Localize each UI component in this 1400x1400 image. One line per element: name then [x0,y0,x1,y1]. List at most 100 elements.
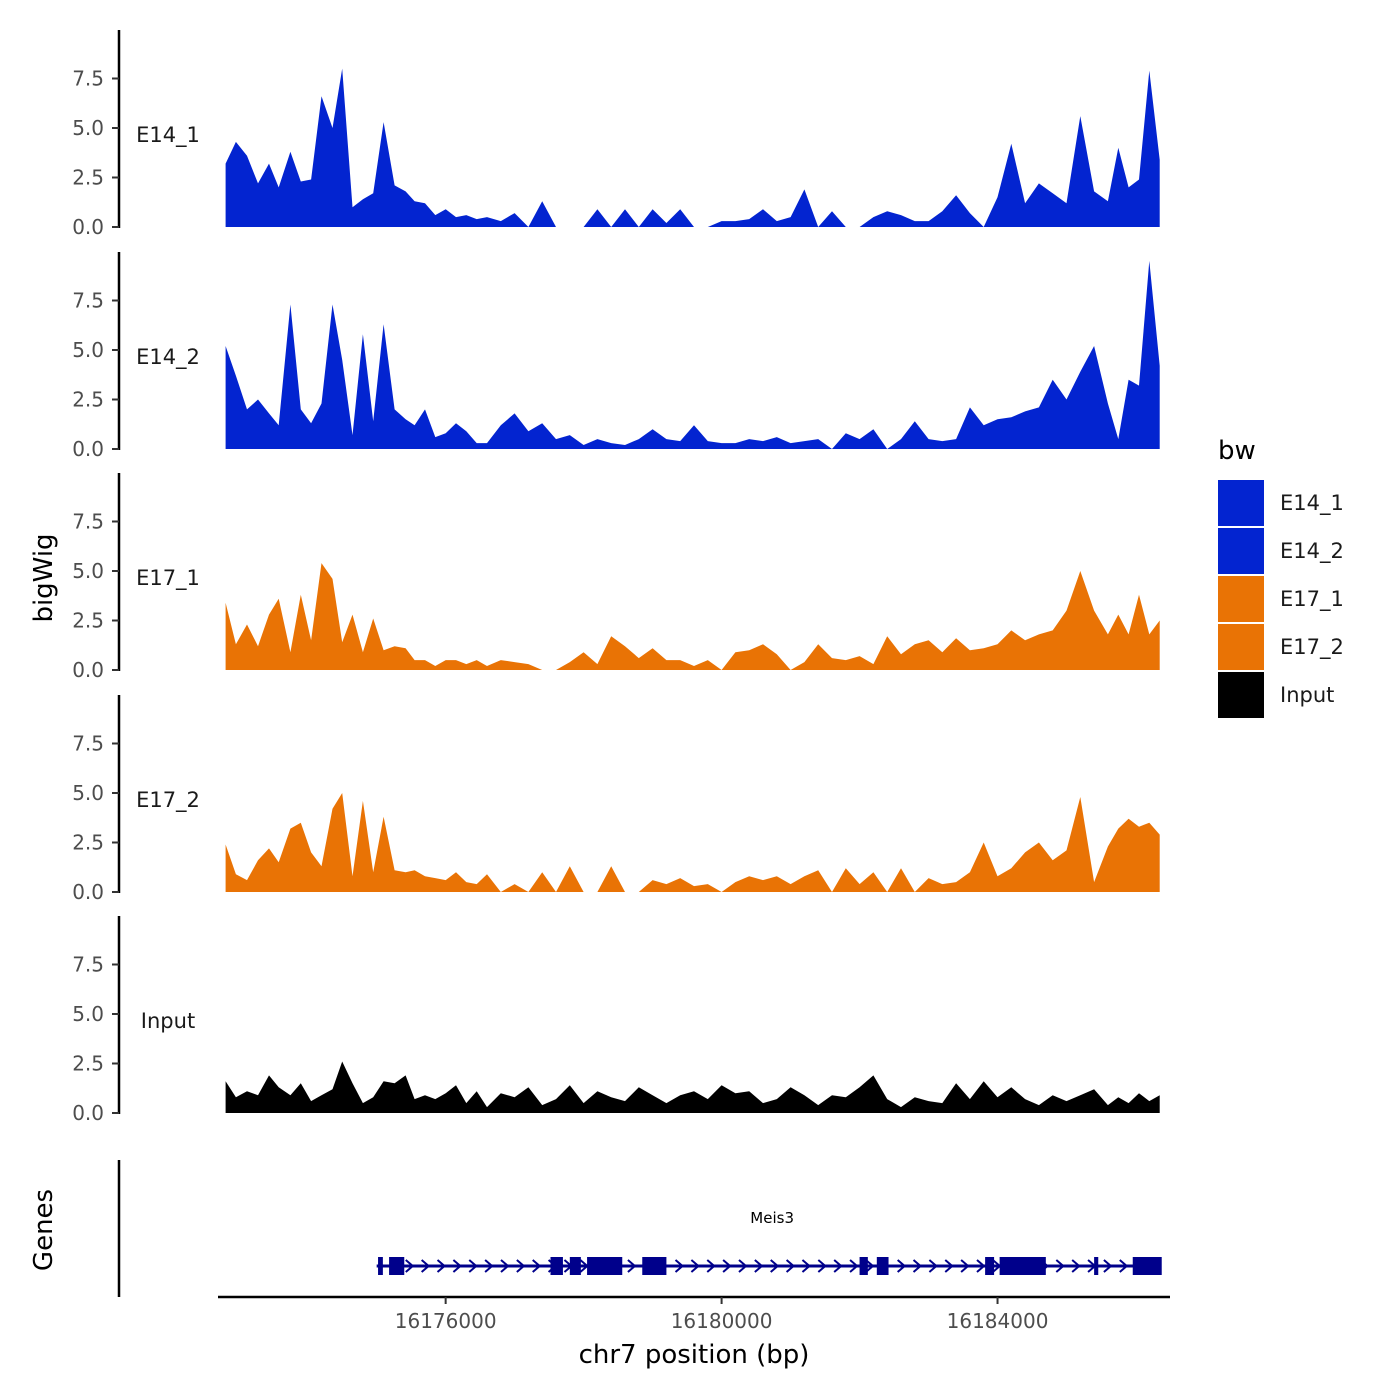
y-tick-label: 2.5 [72,609,104,633]
area-Input [225,1061,1160,1113]
track-label: E17_2 [136,788,200,813]
track-E14_2: 0.0 2.5 5.0 7.5 E14_2 [72,252,1160,461]
track-E14_1: 0.0 2.5 5.0 7.5 E14_1 [72,30,1160,239]
legend-label: Input [1280,683,1334,707]
gene-exon [569,1257,581,1275]
gene-exon [389,1257,405,1275]
strand-arrow [516,1259,526,1273]
strand-arrow [912,1259,923,1273]
track-E17_1: 0.0 2.5 5.0 7.5 E17_1 [72,473,1160,682]
legend-title: bw [1218,436,1256,466]
y-tick-label: 5.0 [72,1002,104,1026]
strand-arrow [960,1259,970,1273]
gene-exon [999,1257,1046,1275]
y-tick-label: 0.0 [72,880,104,904]
y-tick-label: 0.0 [72,1101,104,1125]
gene-exon [1094,1257,1099,1275]
legend-label: E14_2 [1280,539,1344,564]
strand-arrow [754,1259,764,1273]
strand-arrow [452,1259,462,1273]
gene-track-title: Genes [29,1189,59,1271]
strand-arrow [1103,1259,1113,1273]
y-tick-label: 2.5 [72,388,104,412]
strand-arrow [770,1259,780,1273]
x-tick-label: 16176000 [395,1309,497,1333]
y-axis-title: bigWig [29,533,59,622]
strand-arrow [722,1259,732,1273]
x-axis: 16176000 16180000 16184000 [218,1295,1170,1333]
legend-label: E17_2 [1280,635,1344,660]
track-label: E17_1 [136,566,200,591]
area-E14_2 [225,260,1160,449]
y-tick-label: 5.0 [72,116,104,140]
legend-swatch-E14_1 [1218,480,1264,526]
legend-swatch-E17_2 [1218,624,1264,670]
gene-exon [378,1257,383,1275]
gene-exon [876,1257,889,1275]
strand-arrow [738,1259,748,1273]
strand-arrow [1119,1259,1129,1273]
gene-exon [642,1257,667,1275]
gene-panel: Meis3 [117,1160,1162,1297]
legend-label: E17_1 [1280,587,1344,612]
strand-arrow [928,1259,938,1273]
legend-swatch-E14_2 [1218,528,1264,574]
strand-arrow [833,1259,843,1273]
gene-exon [550,1257,563,1275]
area-E17_1 [225,563,1160,670]
strand-arrow [896,1259,907,1273]
strand-arrow [817,1259,827,1273]
strand-arrow [849,1259,859,1273]
y-tick-label: 7.5 [72,289,104,313]
y-tick-label: 2.5 [72,831,104,855]
track-E17_2: 0.0 2.5 5.0 7.5 E17_2 [72,695,1160,904]
area-E14_1 [225,68,1160,227]
strand-arrow [405,1259,415,1273]
gene-exon [587,1257,623,1275]
strand-arrow [706,1259,716,1273]
area-E17_2 [225,793,1160,892]
strand-arrow [468,1259,478,1273]
strand-arrow [1055,1259,1065,1273]
legend: bw E14_1 E14_2 E17_1 E17_2 Input [1218,436,1344,718]
legend-label: E14_1 [1280,491,1344,516]
strand-arrow [532,1259,542,1273]
strand-arrow [484,1259,494,1273]
y-tick-label: 7.5 [72,67,104,91]
x-tick-label: 16184000 [947,1309,1049,1333]
strand-arrow [436,1259,447,1273]
gene-exon [859,1257,868,1275]
strand-arrow [500,1259,510,1273]
y-tick-label: 0.0 [72,658,104,682]
strand-arrow [865,1259,875,1273]
strand-arrow [690,1259,700,1273]
x-tick-label: 16180000 [671,1309,773,1333]
signal-tracks: 0.0 2.5 5.0 7.5 E14_1 0.0 2.5 5.0 7.5 E14_2 0.0 2.5… [72,30,1160,1125]
strand-arrow [944,1259,954,1273]
y-tick-label: 5.0 [72,559,104,583]
strand-arrow [674,1259,685,1273]
strand-arrow [1071,1259,1081,1273]
y-tick-label: 2.5 [72,1052,104,1076]
y-tick-label: 2.5 [72,166,104,190]
y-tick-label: 7.5 [72,732,104,756]
gene-name-label: Meis3 [750,1209,794,1227]
track-label: Input [141,1009,195,1033]
legend-swatch-E17_1 [1218,576,1264,622]
gene-exon [985,1257,995,1275]
track-label: E14_1 [136,123,200,148]
track-label: E14_2 [136,345,200,370]
gene-exon [1132,1257,1162,1275]
track-Input: 0.0 2.5 5.0 7.5 Input [72,916,1160,1125]
strand-arrow [785,1259,796,1273]
strand-arrow [420,1259,431,1273]
x-axis-title: chr7 position (bp) [579,1340,810,1370]
y-tick-label: 5.0 [72,781,104,805]
strand-arrow [801,1259,811,1273]
y-tick-label: 5.0 [72,338,104,362]
y-tick-label: 0.0 [72,437,104,461]
legend-swatch-Input [1218,672,1264,718]
strand-arrow [976,1259,986,1273]
y-tick-label: 0.0 [72,215,104,239]
